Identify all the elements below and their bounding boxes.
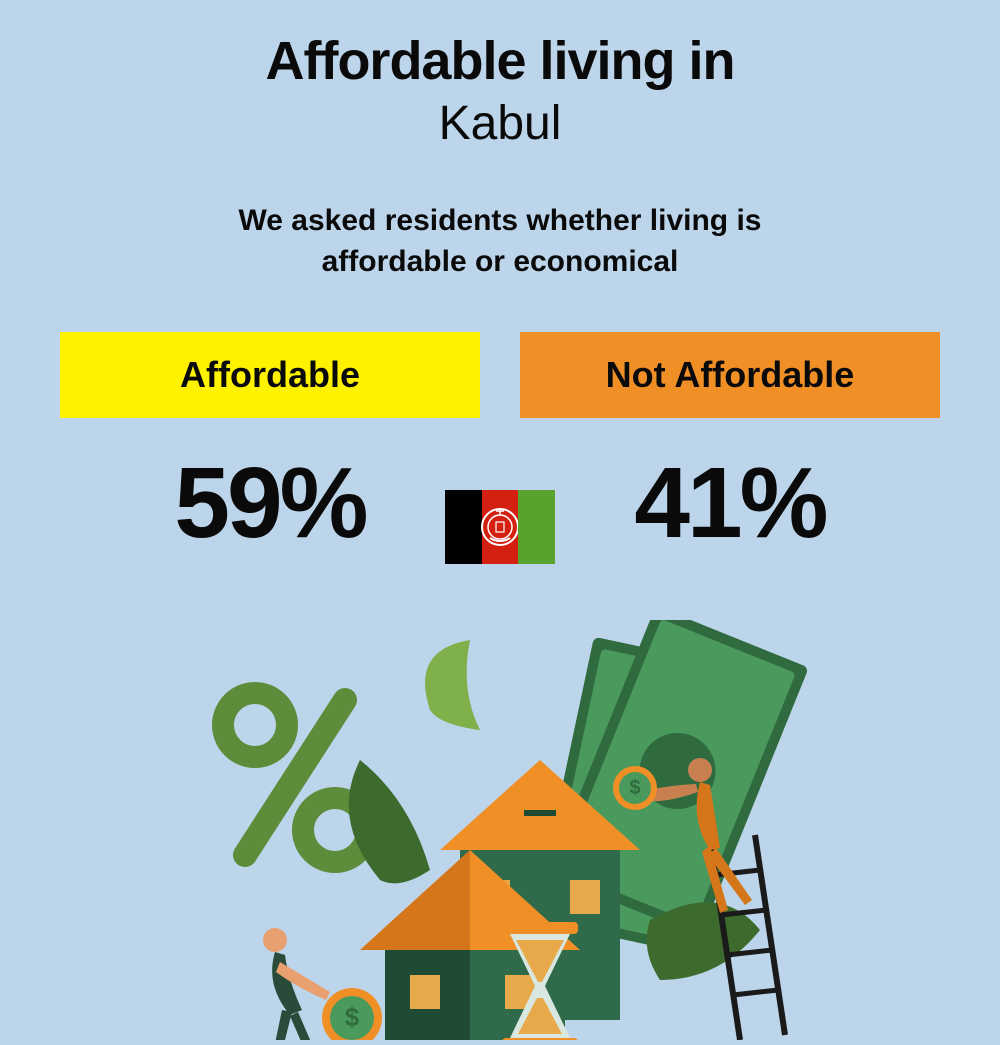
afghanistan-flag-icon — [445, 490, 555, 564]
affordability-illustration: $ $ — [180, 620, 820, 1040]
person-icon: $ — [263, 928, 382, 1040]
affordable-column: Affordable 59% — [60, 332, 480, 561]
affordable-label-box: Affordable — [60, 332, 480, 418]
not-affordable-percent: 41% — [520, 446, 940, 561]
subtitle-line-1: We asked residents whether living is — [239, 204, 762, 237]
subtitle-line-2: affordable or economical — [322, 245, 679, 278]
svg-text:$: $ — [345, 1002, 360, 1032]
percent-icon — [223, 693, 367, 862]
results-row: Affordable 59% Not Affordable 41% — [0, 332, 1000, 561]
affordable-percent: 59% — [60, 446, 480, 561]
city-name: Kabul — [0, 96, 1000, 151]
subtitle: We asked residents whether living is aff… — [0, 201, 1000, 282]
flag-emblem-icon — [477, 504, 523, 550]
not-affordable-column: Not Affordable 41% — [520, 332, 940, 561]
page-title: Affordable living in — [0, 30, 1000, 92]
not-affordable-label-box: Not Affordable — [520, 332, 940, 418]
svg-text:$: $ — [629, 777, 640, 799]
